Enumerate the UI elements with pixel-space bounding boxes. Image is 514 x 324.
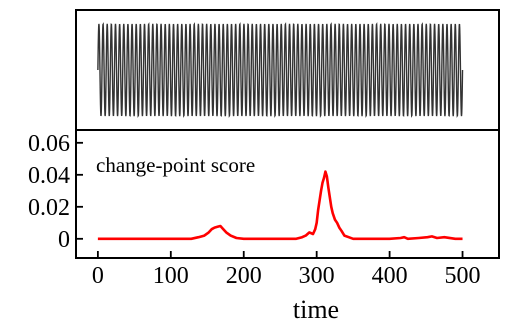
x-tick-label: 200	[226, 263, 262, 289]
score-panel-frame	[75, 129, 500, 259]
x-tick-label: 100	[153, 263, 189, 289]
score-annotation: change-point score	[96, 153, 255, 177]
y-tick-label: 0.04	[28, 163, 70, 189]
signal-panel	[75, 9, 500, 131]
score-panel: change-point score 0 0.02 0.04 0.06 0 100 200…	[28, 129, 500, 324]
y-axis: 0 0.02 0.04 0.06	[28, 131, 83, 253]
x-axis: 0 100 200 300 400 500	[92, 251, 481, 289]
x-tick-label: 400	[372, 263, 408, 289]
x-axis-title: time	[293, 295, 339, 324]
x-tick-label: 500	[445, 263, 481, 289]
y-tick-label: 0.02	[28, 195, 70, 221]
x-tick-label: 0	[92, 263, 104, 289]
x-tick-label: 300	[299, 263, 335, 289]
y-tick-label: 0	[58, 227, 70, 253]
signal-line	[97, 22, 464, 118]
score-series-line	[97, 170, 463, 241]
y-tick-label: 0.06	[28, 131, 70, 157]
